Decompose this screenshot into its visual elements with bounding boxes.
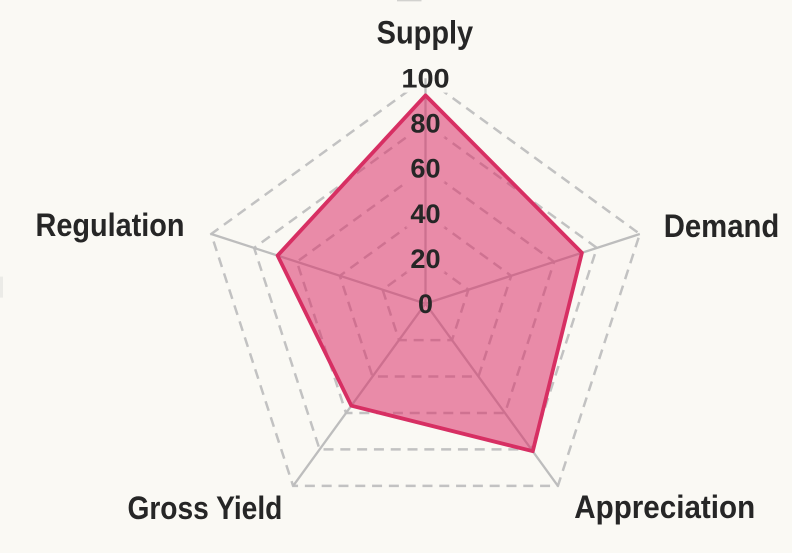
svg-text:Appreciation: Appreciation (574, 489, 755, 525)
svg-text:Supply: Supply (377, 15, 474, 51)
svg-text:60: 60 (410, 154, 440, 184)
svg-text:Regulation: Regulation (36, 207, 185, 243)
svg-text:40: 40 (410, 199, 440, 229)
svg-text:100: 100 (401, 64, 449, 94)
svg-text:Gross Yield: Gross Yield (127, 490, 282, 526)
svg-text:Demand: Demand (664, 208, 780, 244)
svg-text:80: 80 (410, 109, 440, 139)
svg-text:0: 0 (418, 289, 433, 319)
svg-text:20: 20 (410, 244, 440, 274)
